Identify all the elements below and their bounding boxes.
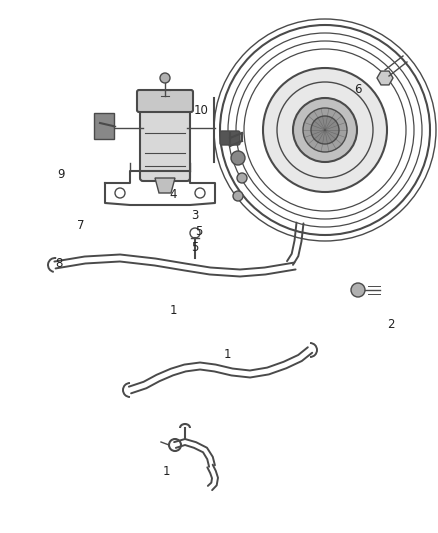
FancyBboxPatch shape [94, 113, 114, 139]
Polygon shape [155, 178, 175, 193]
Circle shape [231, 151, 245, 165]
Text: 4: 4 [169, 188, 177, 201]
FancyBboxPatch shape [137, 90, 193, 112]
Text: 3: 3 [191, 209, 198, 222]
Text: 6: 6 [354, 83, 362, 96]
Text: 10: 10 [194, 104, 209, 117]
Circle shape [263, 68, 387, 192]
Text: 1: 1 [162, 465, 170, 478]
Circle shape [293, 98, 357, 162]
Text: 9: 9 [57, 168, 65, 181]
Text: 1: 1 [169, 304, 177, 317]
Circle shape [303, 108, 347, 152]
Circle shape [233, 191, 243, 201]
Text: 2: 2 [387, 318, 395, 330]
Text: 5: 5 [196, 225, 203, 238]
Circle shape [160, 73, 170, 83]
Text: 8: 8 [56, 257, 63, 270]
Text: 1: 1 [224, 348, 232, 361]
Polygon shape [377, 71, 393, 85]
FancyBboxPatch shape [220, 131, 240, 145]
Text: 5: 5 [191, 241, 198, 254]
Circle shape [311, 116, 339, 144]
Circle shape [351, 283, 365, 297]
Circle shape [237, 173, 247, 183]
FancyBboxPatch shape [140, 105, 190, 181]
Text: 7: 7 [77, 219, 85, 232]
